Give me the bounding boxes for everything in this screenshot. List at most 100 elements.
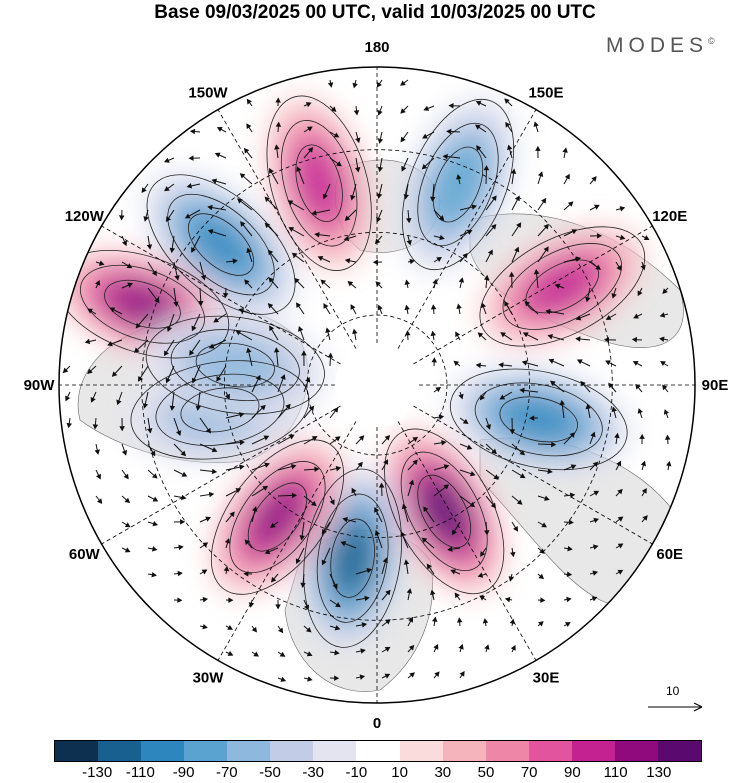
wind-arrowhead xyxy=(246,347,252,353)
colorbar-tick-label: 10 xyxy=(391,764,408,781)
wind-arrowhead xyxy=(377,109,383,116)
wind-arrowhead xyxy=(475,100,482,106)
wind-arrowhead xyxy=(236,198,243,204)
chart-title: Base 09/03/2025 00 UTC, valid 10/03/2025… xyxy=(154,2,596,23)
wind-arrowhead xyxy=(287,200,294,206)
wind-arrowhead xyxy=(305,627,312,633)
colorbar-ticks: -130 -110 -90 -70 -50 -30 -10 10 30 50 70 90 110 130 xyxy=(0,764,750,782)
longitude-label: 150E xyxy=(528,84,563,101)
wind-arrowhead xyxy=(357,461,363,468)
wind-arrowhead xyxy=(448,102,454,109)
wind-arrowhead xyxy=(211,447,218,453)
colorbar-tick-label: 30 xyxy=(434,764,452,781)
wind-arrowhead xyxy=(280,374,286,380)
wind-arrowhead xyxy=(264,196,271,203)
wind-arrowhead xyxy=(400,136,406,143)
longitude-label: 30E xyxy=(533,670,560,687)
wind-arrowhead xyxy=(191,247,196,253)
wind-arrowhead xyxy=(575,256,582,262)
wind-arrowhead xyxy=(551,441,557,448)
wind-arrowhead xyxy=(294,277,300,284)
wind-arrowhead xyxy=(350,304,356,310)
colorbar-swatch xyxy=(614,741,658,761)
wind-arrowhead xyxy=(269,168,274,174)
wind-arrowhead xyxy=(426,563,432,570)
wind-arrowhead xyxy=(585,403,591,410)
wind-arrowhead xyxy=(637,408,643,414)
wind-arrowhead xyxy=(605,360,611,366)
wind-arrowhead xyxy=(554,283,561,289)
wind-arrowhead xyxy=(166,326,173,332)
meridian-line xyxy=(217,384,378,661)
wind-arrowhead xyxy=(163,350,169,357)
wind-arrowhead xyxy=(404,304,410,311)
wind-arrowhead xyxy=(152,520,159,527)
wind-arrowhead xyxy=(519,387,525,394)
wind-arrowhead xyxy=(462,253,468,259)
wind-arrowhead xyxy=(543,223,550,230)
wind-arrowhead xyxy=(519,473,526,479)
wind-arrowhead xyxy=(358,435,365,441)
colorbar-swatch xyxy=(55,741,99,761)
wind-arrowhead xyxy=(431,357,437,363)
wind-arrowhead xyxy=(304,604,310,611)
wind-arrowhead xyxy=(662,384,668,391)
wind-arrowhead xyxy=(516,222,522,228)
wind-arrowhead xyxy=(569,432,576,438)
positive-anomaly xyxy=(420,480,468,542)
wind-arrowhead xyxy=(275,604,281,610)
wind-arrowhead xyxy=(434,671,440,677)
wind-arrowhead xyxy=(334,625,341,631)
wind-arrowhead xyxy=(222,292,229,299)
wind-arrowhead xyxy=(430,330,436,337)
wind-arrowhead xyxy=(151,546,158,552)
wind-arrowhead xyxy=(485,424,491,430)
wind-arrowhead xyxy=(504,596,511,603)
wind-arrowhead xyxy=(412,436,419,443)
streamline-contour xyxy=(188,213,255,276)
wind-arrowhead xyxy=(592,570,599,576)
colorbar-swatch xyxy=(571,741,615,761)
wind-arrowhead xyxy=(214,152,221,158)
wind-arrowhead xyxy=(267,249,274,256)
wind-arrowhead xyxy=(118,215,125,221)
wind-arrowhead xyxy=(593,490,600,496)
colorbar-tick-label: 110 xyxy=(603,764,628,781)
wind-arrowhead xyxy=(480,551,486,557)
wind-arrowhead xyxy=(659,312,666,318)
wind-arrowhead xyxy=(438,215,445,221)
wind-arrowhead xyxy=(239,464,245,470)
wind-arrowhead xyxy=(333,407,339,413)
longitude-label: 0 xyxy=(373,715,381,732)
colorbar-swatch xyxy=(98,741,142,761)
wind-arrowhead xyxy=(568,519,574,526)
streamline-contour xyxy=(155,373,285,446)
wind-arrowhead xyxy=(135,322,142,329)
wind-arrowhead xyxy=(509,429,516,435)
wind-arrowhead xyxy=(109,307,116,313)
wind-arrowhead xyxy=(639,433,645,439)
streamline-contour xyxy=(167,193,275,296)
longitude-labels: 180 150E 120E 90E 60E 30E 0 30W 60W 90W 120W 150W xyxy=(24,39,729,732)
streamline-contour xyxy=(432,146,484,223)
wind-arrowhead xyxy=(635,383,641,390)
wind-arrowhead xyxy=(619,206,626,212)
wind-arrowhead xyxy=(382,557,388,563)
wind-arrowhead xyxy=(522,332,529,338)
colorbar-swatch xyxy=(442,741,486,761)
longitude-label: 60E xyxy=(656,546,683,563)
wind-arrowhead xyxy=(633,313,639,319)
wind-arrowhead xyxy=(311,500,317,507)
wind-arrowhead xyxy=(535,145,541,151)
wind-arrowhead xyxy=(533,121,539,128)
streamline-contour xyxy=(316,493,389,623)
wind-arrowhead xyxy=(456,617,463,623)
wind-arrowhead xyxy=(244,279,250,285)
wind-arrowhead xyxy=(374,506,380,513)
streamline-contour xyxy=(449,368,628,471)
wind-arrowhead xyxy=(143,216,149,222)
wind-arrowhead xyxy=(443,464,450,470)
wind-arrowhead xyxy=(152,496,159,502)
wind-arrowhead xyxy=(484,644,490,650)
colorbar-tick-label: -50 xyxy=(259,764,281,781)
